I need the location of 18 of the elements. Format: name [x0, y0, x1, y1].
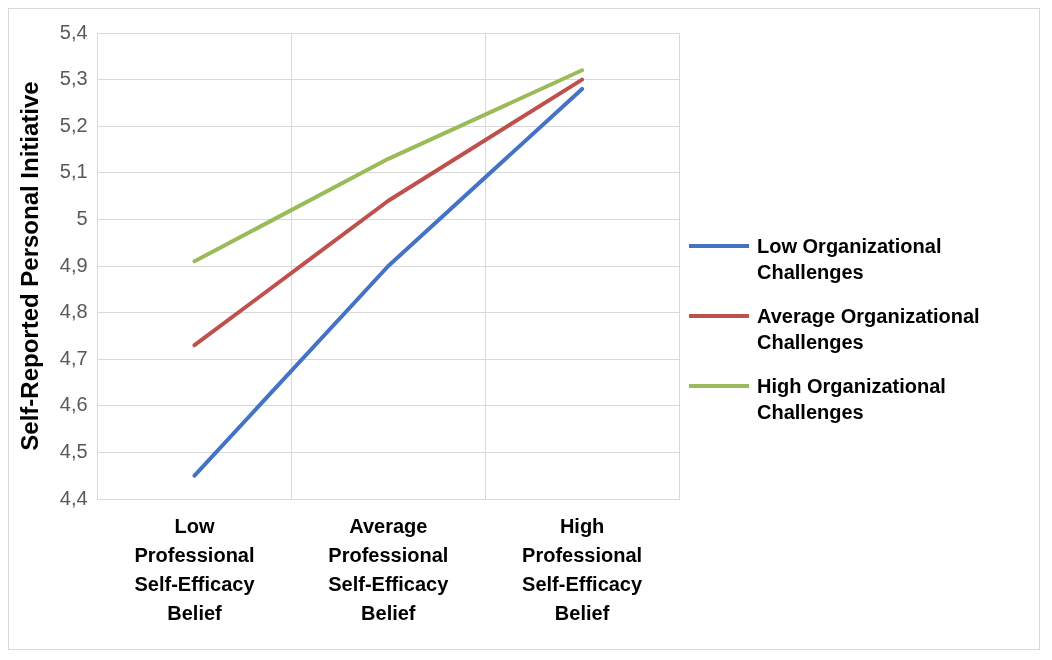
- y-tick-label: 5,1: [59, 160, 88, 183]
- y-tick-label: 5: [76, 206, 88, 229]
- y-tick-label: 5,2: [59, 113, 88, 136]
- x-tick-label: Low Professional Self-Efficacy Belief: [134, 515, 256, 625]
- legend-label: High Organizational Challenges: [757, 374, 947, 425]
- y-axis-title: Self-Reported Personal Initiative: [16, 81, 44, 451]
- y-tick-label: 5,3: [59, 67, 88, 90]
- x-tick-label: Average Professional Self-Efficacy Belief: [328, 515, 450, 625]
- y-tick-label: 4,8: [59, 300, 88, 323]
- y-tick-label: 4,9: [59, 253, 88, 276]
- y-tick-label: 4,6: [59, 393, 88, 416]
- legend-label: Average Organizational Challenges: [757, 304, 981, 355]
- legend-label: Low Organizational Challenges: [757, 234, 943, 285]
- y-tick-label: 5,4: [59, 20, 88, 43]
- y-tick-label: 4,5: [59, 439, 88, 462]
- x-tick-label: High Professional Self-Efficacy Belief: [522, 515, 643, 625]
- y-tick-label: 4,7: [59, 346, 88, 369]
- y-tick-label: 4,4: [59, 486, 88, 509]
